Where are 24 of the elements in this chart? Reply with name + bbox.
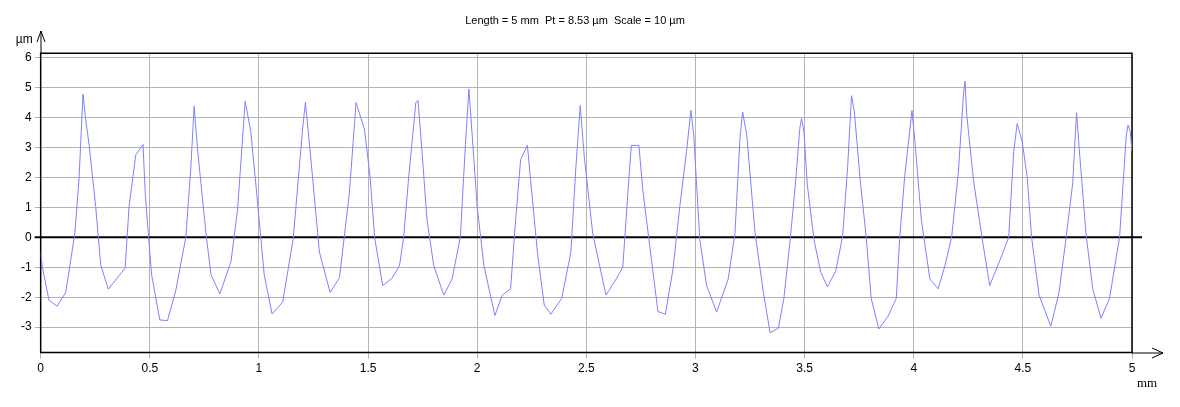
y-tick-label: -3: [21, 319, 32, 334]
x-tick-label: 3: [692, 361, 700, 376]
y-tick-label: -2: [21, 289, 32, 304]
x-tick-label: 3.5: [796, 361, 814, 376]
x-tick-label: 0: [37, 361, 45, 376]
y-axis-title: µm: [15, 31, 33, 46]
x-tick-label: 2: [473, 361, 481, 376]
x-tick-label: 0.5: [141, 361, 159, 376]
x-tick-label: 1: [255, 361, 263, 376]
x-axis-title: mm: [1136, 374, 1158, 390]
y-tick-label: 5: [24, 79, 32, 94]
x-tick-label: 2.5: [577, 361, 595, 376]
x-tick-label: 5: [1128, 361, 1136, 376]
y-tick-label: 0: [24, 229, 32, 244]
y-tick-label: -1: [21, 259, 32, 274]
y-tick-label: 1: [24, 199, 32, 214]
x-tick-label: 1.5: [359, 361, 377, 376]
x-tick-label: 4.5: [1014, 361, 1032, 376]
chart-title: Length = 5 mm Pt = 8.53 µm Scale = 10 µm: [465, 13, 685, 26]
x-tick-label: 4: [910, 361, 918, 376]
y-tick-label: 4: [24, 109, 32, 124]
y-tick-label: 2: [24, 169, 32, 184]
y-tick-label: 6: [24, 50, 32, 64]
y-tick-label: 3: [24, 139, 32, 154]
